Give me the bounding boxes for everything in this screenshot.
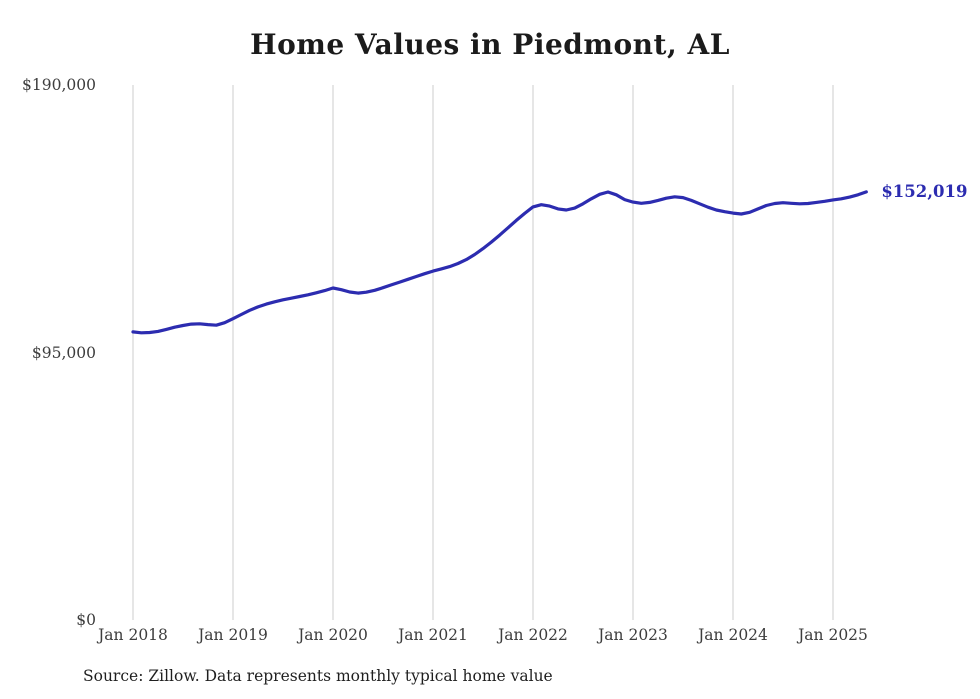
y-tick-label: $95,000	[31, 343, 96, 362]
x-tick-label: Jan 2019	[198, 626, 268, 644]
x-tick-label: Jan 2021	[398, 626, 468, 644]
x-tick-label: Jan 2022	[498, 626, 568, 644]
source-note: Source: Zillow. Data represents monthly …	[83, 667, 553, 685]
x-tick-label: Jan 2023	[598, 626, 668, 644]
x-tick-label: Jan 2020	[298, 626, 368, 644]
home-value-line	[131, 190, 868, 335]
chart-title: Home Values in Piedmont, AL	[250, 28, 730, 61]
latest-value-label: $152,019	[881, 181, 968, 201]
x-tick-label: Jan 2018	[98, 626, 168, 644]
x-tick-label: Jan 2025	[798, 626, 868, 644]
x-tick-label: Jan 2024	[698, 626, 768, 644]
y-tick-label: $190,000	[22, 76, 96, 94]
y-tick-label: $0	[76, 611, 96, 629]
